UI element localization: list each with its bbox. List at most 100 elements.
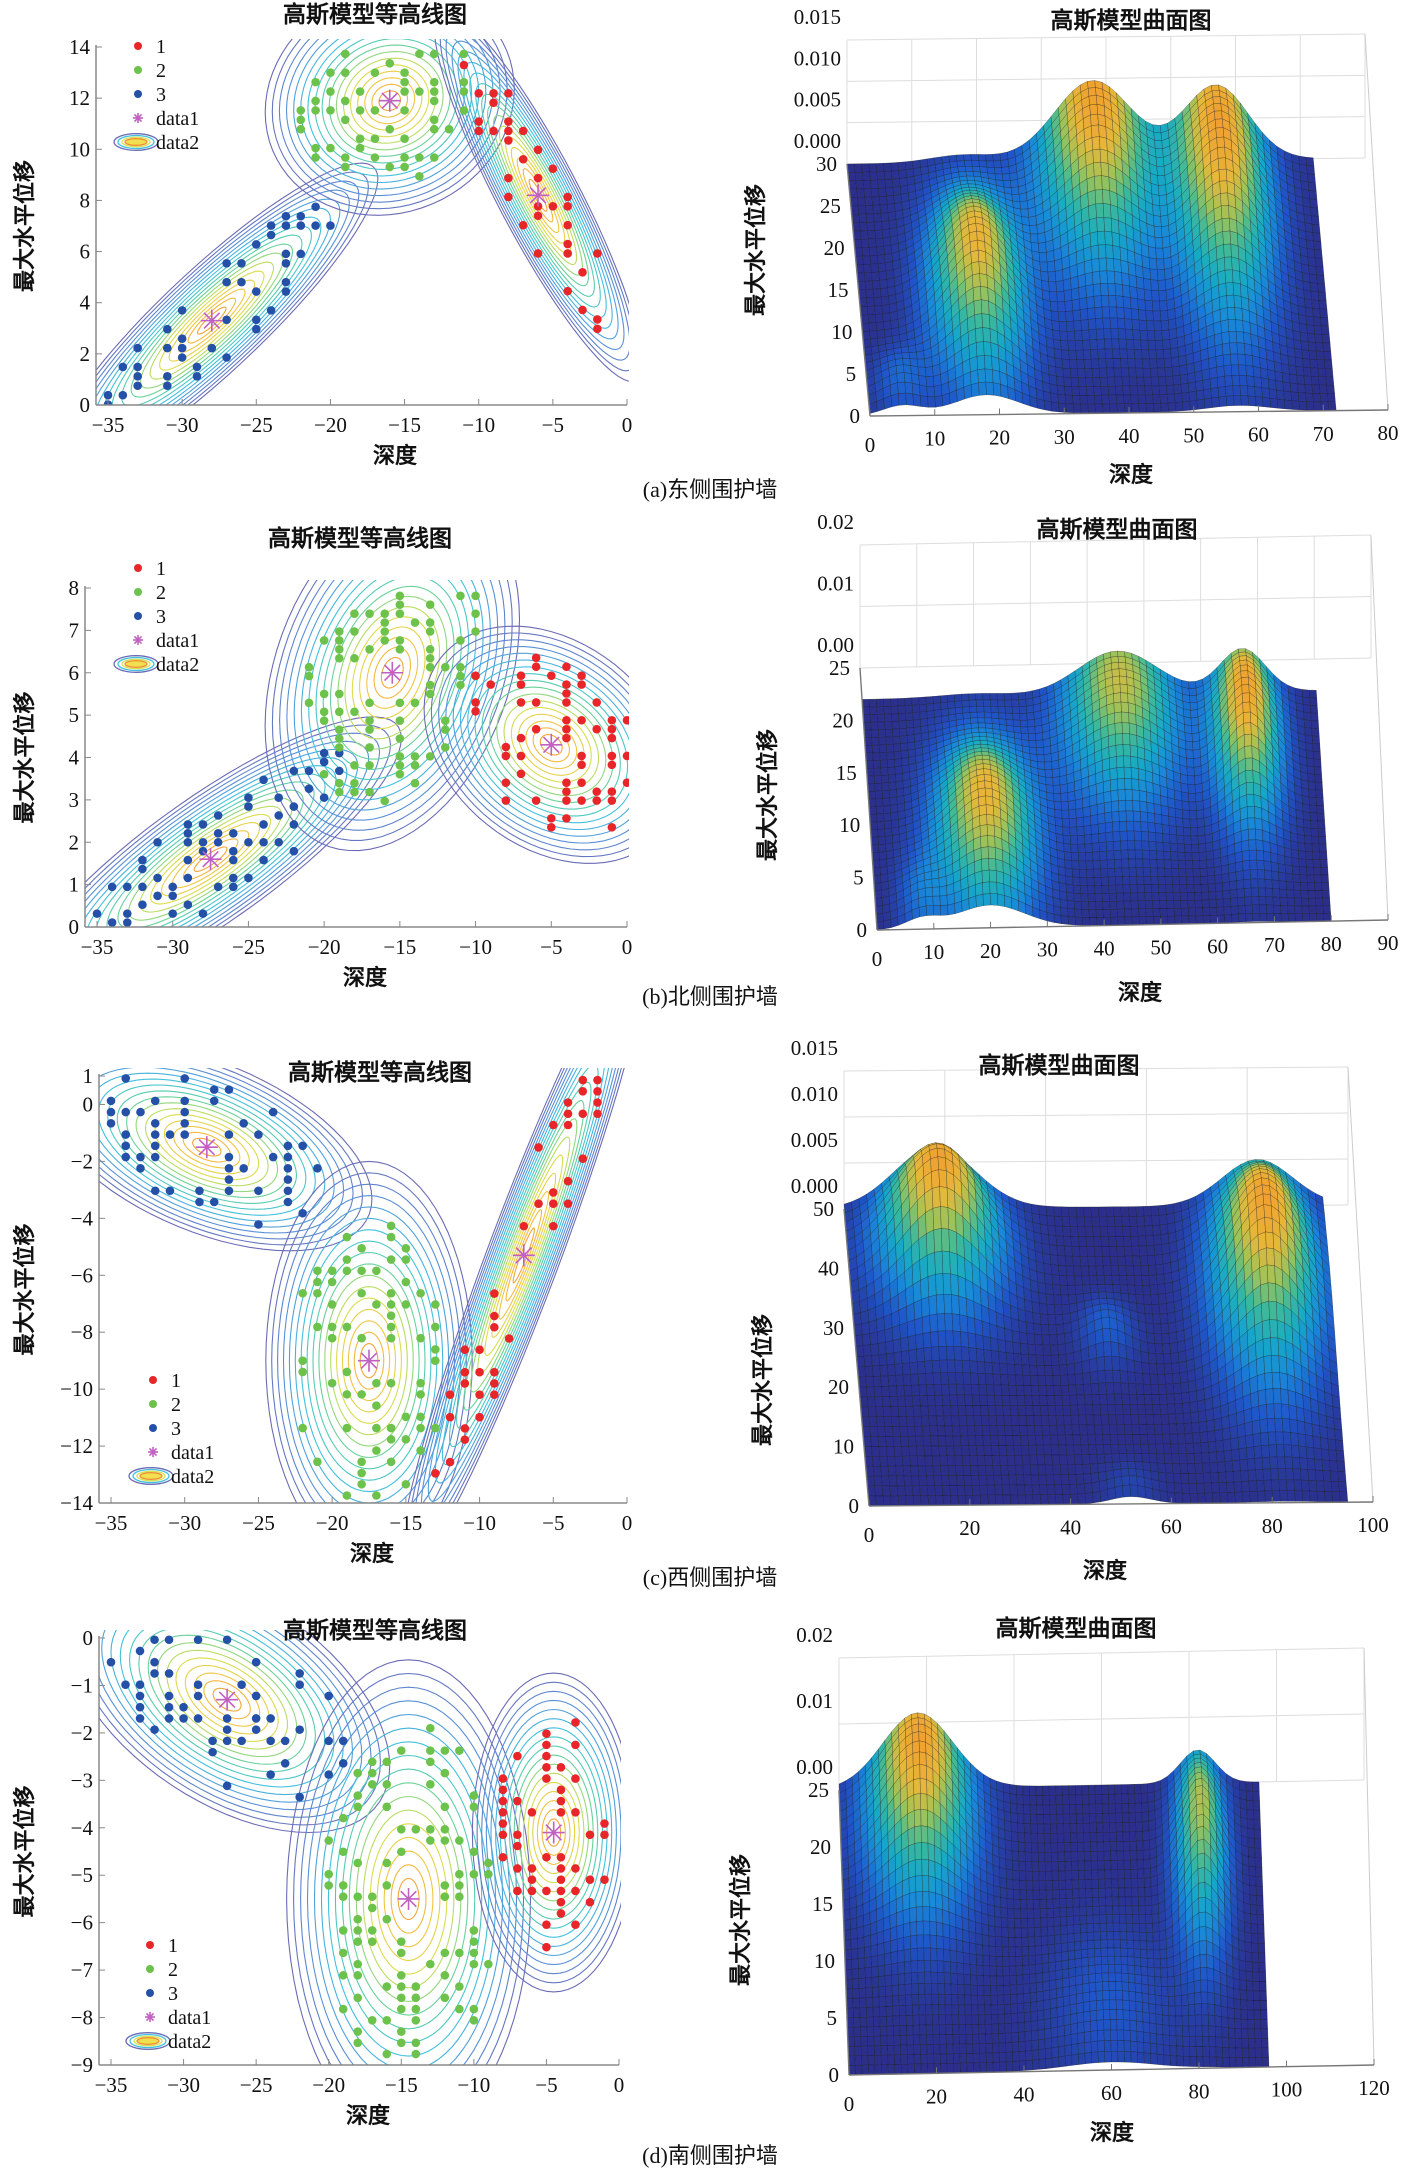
surface-cell xyxy=(1119,246,1129,263)
surface-cell xyxy=(1203,388,1212,400)
data-point-cluster-1 xyxy=(593,1075,602,1085)
surface-cell xyxy=(1161,329,1170,341)
surface-cell xyxy=(1053,1206,1062,1217)
surface-cell xyxy=(876,171,886,181)
surface-cell xyxy=(1264,879,1273,889)
surface-cell xyxy=(1109,756,1118,770)
surface-cell xyxy=(903,372,913,384)
surface-cell xyxy=(1195,791,1204,803)
data-point-cluster-2 xyxy=(471,627,480,636)
data-point-cluster-3 xyxy=(237,258,246,268)
surface-cell xyxy=(1019,713,1028,721)
surface-cell xyxy=(988,858,997,871)
surface-cell xyxy=(880,287,889,298)
data-point-cluster-2 xyxy=(386,1311,396,1321)
surface-cell xyxy=(868,806,877,815)
surface-cell xyxy=(882,228,891,239)
surface-cell xyxy=(1152,900,1161,909)
surface-cell xyxy=(1063,377,1072,387)
surface-cell xyxy=(1215,354,1225,368)
y-tick-label: 0 xyxy=(80,393,91,417)
surface-cell xyxy=(1068,1206,1077,1218)
surface-cell xyxy=(878,187,887,197)
surface-cell xyxy=(1119,830,1128,842)
surface-cell xyxy=(1094,306,1103,319)
surface-cell xyxy=(917,358,926,368)
surface-cell xyxy=(1098,841,1107,852)
surface-cell xyxy=(899,735,908,744)
contour-line xyxy=(111,225,312,405)
data-point-cluster-2 xyxy=(395,698,405,708)
surface-cell xyxy=(1044,761,1053,770)
data-point-cluster-3 xyxy=(133,343,142,353)
surface-cell xyxy=(1137,298,1146,311)
surface-cell xyxy=(1114,1216,1123,1227)
surface-cell xyxy=(998,712,1007,720)
x-tick-label: −25 xyxy=(240,413,273,437)
contour-line xyxy=(516,157,560,234)
surface-cell xyxy=(1219,307,1229,322)
surface-cell xyxy=(913,726,922,735)
surface-cell xyxy=(1149,358,1158,369)
surface-cell xyxy=(889,796,898,806)
data-point-cluster-1 xyxy=(562,698,571,707)
data-point-cluster-1 xyxy=(516,733,526,743)
data-point-cluster-2 xyxy=(386,1423,396,1433)
data-point-cluster-3 xyxy=(289,802,299,811)
surface-cell xyxy=(1137,892,1146,901)
surface-cell xyxy=(977,717,986,724)
surface-cell xyxy=(1052,329,1061,341)
surface-cell xyxy=(1072,395,1081,405)
surface-cell xyxy=(1122,744,1131,757)
surface-cell xyxy=(1100,876,1109,886)
data-point-cluster-1 xyxy=(501,778,511,788)
surface-cell xyxy=(1079,869,1088,878)
surface-cell xyxy=(1188,681,1197,689)
data-point-cluster-2 xyxy=(386,1300,396,1309)
surface-cell xyxy=(1087,307,1096,320)
surface-cell xyxy=(1316,350,1325,361)
data-point-cluster-3 xyxy=(254,1220,263,1229)
surface-cell xyxy=(1089,794,1098,807)
surface-cell xyxy=(1197,835,1206,845)
surface-cell xyxy=(1109,403,1118,413)
data-point-cluster-3 xyxy=(153,891,162,901)
data-point-cluster-3 xyxy=(136,1107,145,1117)
data-point-cluster-3 xyxy=(254,1186,263,1196)
data-point-cluster-2 xyxy=(342,1367,352,1377)
data-point-cluster-1 xyxy=(548,164,558,173)
surface-cell xyxy=(1102,757,1110,772)
data-point-cluster-2 xyxy=(313,1322,322,1332)
data-point-cluster-3 xyxy=(180,1096,190,1106)
surface-cell xyxy=(987,846,996,860)
surface-cell xyxy=(913,719,921,728)
surface-cell xyxy=(1168,825,1177,836)
data-point-cluster-3 xyxy=(136,1152,145,1162)
surface-cell xyxy=(1081,329,1090,341)
y-tick-label: 1 xyxy=(69,873,80,897)
data-point-cluster-3 xyxy=(106,1119,116,1128)
data-point-cluster-2 xyxy=(429,96,439,106)
surface-cell xyxy=(1221,864,1230,875)
data-point-cluster-1 xyxy=(489,98,498,108)
surface-cell xyxy=(1321,325,1330,335)
contour-line xyxy=(168,279,256,362)
surface-cell xyxy=(1063,278,1072,292)
y-tick-label: 5 xyxy=(853,866,864,890)
surface-cell xyxy=(906,734,915,744)
surface-cell xyxy=(1117,328,1127,340)
surface-cell xyxy=(1180,892,1188,901)
surface-cell xyxy=(1168,328,1178,340)
data-point-cluster-2 xyxy=(416,1412,425,1422)
surface-cell xyxy=(1299,163,1308,175)
surface-cell xyxy=(1095,203,1105,218)
surface-cell xyxy=(1140,811,1148,823)
surface-cell xyxy=(1255,828,1264,841)
legend-marker-data2 xyxy=(121,136,151,148)
data-point-cluster-1 xyxy=(578,305,587,315)
data-point-cluster-3 xyxy=(118,362,128,372)
surface-cell xyxy=(970,154,980,161)
data-point-cluster-3 xyxy=(283,1197,293,1207)
surface-cell xyxy=(1263,850,1272,863)
data-point-cluster-1 xyxy=(563,202,572,211)
